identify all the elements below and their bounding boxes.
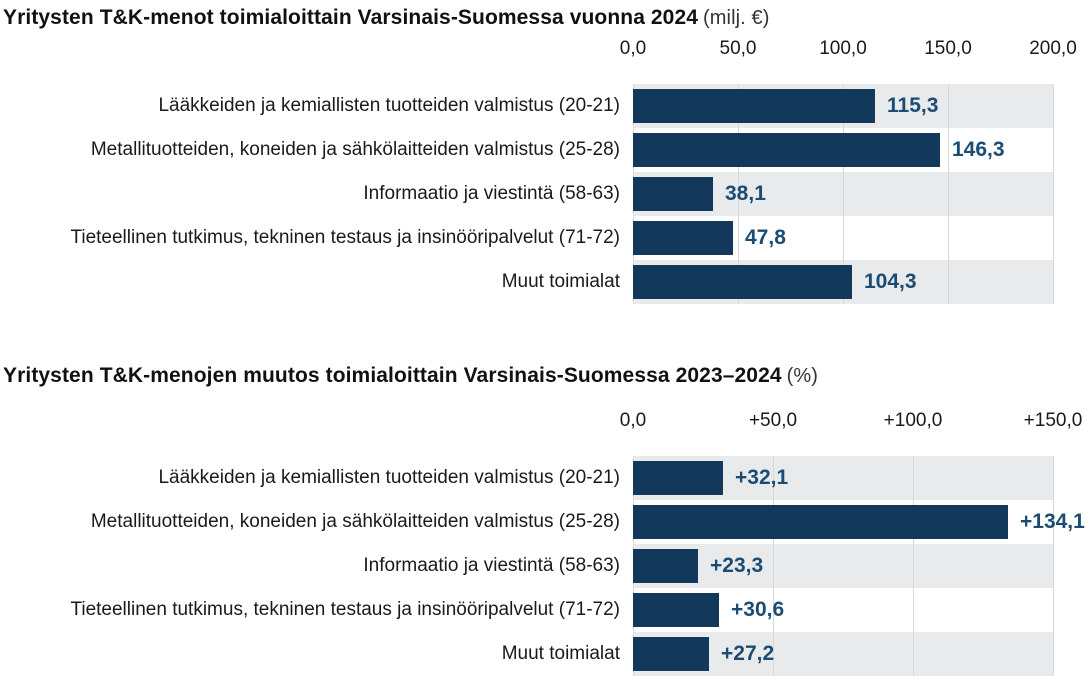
value-label: 104,3 <box>864 270 917 293</box>
bar <box>633 461 723 495</box>
x-axis-tick-label: 200,0 <box>1029 38 1077 59</box>
chart1-title: Yritysten T&K-menot toimialoittain Varsi… <box>3 6 769 30</box>
category-label: Muut toimialat <box>501 643 620 664</box>
gridline <box>1053 84 1054 304</box>
x-axis-tick-label: 0,0 <box>619 410 647 431</box>
gridline <box>1053 456 1054 676</box>
bar <box>633 549 698 583</box>
category-label: Informaatio ja viestintä (58-63) <box>363 555 620 576</box>
value-label: +32,1 <box>735 466 789 489</box>
chart2-title: Yritysten T&K-menojen muutos toimialoitt… <box>3 364 818 388</box>
x-axis-tick-label: 0,0 <box>619 38 647 59</box>
category-label: Tieteellinen tutkimus, tekninen testaus … <box>70 227 620 248</box>
bar <box>633 177 713 211</box>
value-label: 115,3 <box>887 94 939 117</box>
category-label: Metallituotteiden, koneiden ja sähkölait… <box>90 511 620 532</box>
gridline <box>948 84 949 304</box>
value-label: +23,3 <box>710 554 764 577</box>
category-label: Tieteellinen tutkimus, tekninen testaus … <box>70 599 620 620</box>
x-axis-tick-label: 150,0 <box>924 38 972 59</box>
x-axis-tick-label: 50,0 <box>719 38 757 59</box>
chart2-unit-label: (%) <box>786 365 819 387</box>
gridline <box>738 84 739 304</box>
value-label: 47,8 <box>745 226 786 249</box>
gridline <box>773 456 774 676</box>
bar <box>633 133 940 167</box>
chart2-title-text: Yritysten T&K-menojen muutos toimialoitt… <box>3 364 782 387</box>
category-label: Muut toimialat <box>501 271 620 292</box>
gridline <box>913 456 914 676</box>
x-axis-tick-label: 100,0 <box>819 38 867 59</box>
value-label: +27,2 <box>721 642 775 665</box>
bar <box>633 265 852 299</box>
x-axis-tick-label: +50,0 <box>748 410 798 431</box>
chart1-title-text: Yritysten T&K-menot toimialoittain Varsi… <box>3 6 699 29</box>
category-label: Metallituotteiden, koneiden ja sähkölait… <box>90 139 620 160</box>
value-label: 38,1 <box>725 182 766 205</box>
value-label: +134,1 <box>1020 510 1085 533</box>
bar <box>633 221 733 255</box>
category-label: Informaatio ja viestintä (58-63) <box>363 183 620 204</box>
value-label: +30,6 <box>731 598 785 621</box>
bar <box>633 637 709 671</box>
row-band <box>633 544 1053 588</box>
x-axis-tick-label: +150,0 <box>1023 410 1083 431</box>
category-label: Lääkkeiden ja kemiallisten tuotteiden va… <box>158 467 620 488</box>
gridline <box>843 84 844 304</box>
bar <box>633 89 875 123</box>
value-label: 146,3 <box>952 138 1005 161</box>
x-axis-tick-label: +100,0 <box>883 410 943 431</box>
category-label: Lääkkeiden ja kemiallisten tuotteiden va… <box>158 95 620 116</box>
bar <box>633 593 719 627</box>
chart1-unit-label: (milj. €) <box>703 7 770 29</box>
bar <box>633 505 1008 539</box>
